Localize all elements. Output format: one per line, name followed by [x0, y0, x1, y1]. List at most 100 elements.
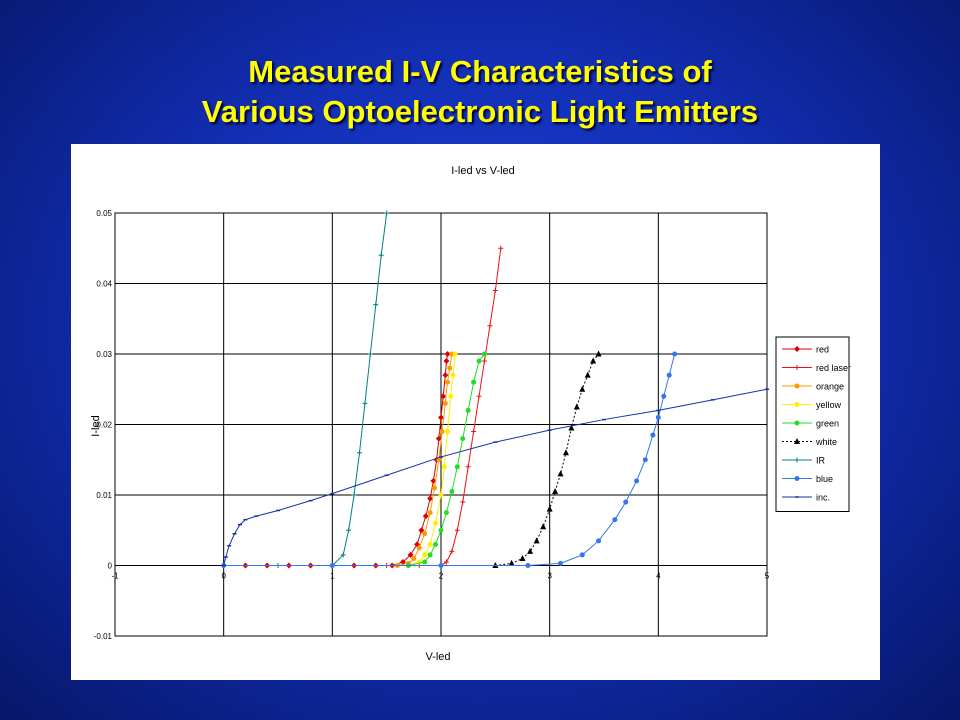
x-tick-label: 5 [765, 572, 770, 581]
data-point [445, 429, 451, 435]
slide-title-line-2: Various Optoelectronic Light Emitters [201, 94, 759, 129]
data-point [471, 379, 477, 385]
data-point [444, 351, 451, 357]
data-point [399, 558, 406, 565]
series-line [495, 353, 599, 566]
legend-entry: white [782, 437, 837, 447]
data-point [384, 210, 390, 216]
x-axis-label: V-led [425, 651, 450, 663]
data-point [655, 414, 661, 420]
data-point [340, 552, 346, 558]
data-point [584, 371, 591, 378]
data-point [596, 538, 602, 544]
data-point [449, 548, 455, 554]
legend-entry: green [782, 419, 839, 429]
data-point [454, 527, 460, 533]
data-point [407, 551, 414, 558]
data-point [568, 424, 575, 431]
slide-title: Measured I-V Characteristics of Various … [0, 52, 960, 132]
data-point [443, 358, 450, 365]
data-point [590, 357, 597, 364]
data-point [642, 457, 648, 463]
data-point [579, 552, 585, 558]
y-tick-label: 0.05 [96, 209, 112, 218]
data-point [527, 547, 534, 554]
legend-marker [794, 420, 800, 426]
data-point [442, 372, 449, 379]
legend-marker [794, 383, 800, 389]
data-point [450, 372, 456, 378]
slide-title-line-1: Measured I-V Characteristics of [248, 54, 712, 89]
legend-label: IR [816, 456, 826, 466]
legend-marker [794, 402, 800, 407]
y-tick-label: 0.02 [96, 421, 112, 430]
data-point [431, 485, 437, 491]
legend-marker [794, 476, 800, 481]
data-point [557, 470, 564, 477]
x-tick-label: 3 [547, 572, 552, 581]
data-point [460, 499, 466, 505]
data-point [595, 350, 602, 357]
data-point [460, 436, 466, 442]
legend-marker [794, 438, 800, 444]
data-point [487, 323, 493, 329]
data-point [439, 429, 445, 435]
legend-marker [794, 346, 800, 352]
data-point [508, 559, 515, 566]
data-point [634, 478, 640, 484]
data-point [452, 351, 458, 357]
data-point [525, 563, 531, 568]
data-point [476, 358, 482, 364]
data-point [481, 351, 487, 357]
series-green [405, 351, 487, 568]
legend-label: orange [816, 382, 844, 392]
data-point [440, 393, 447, 400]
x-tick-label: 0 [221, 572, 226, 581]
x-tick-label: 4 [656, 572, 661, 581]
data-point [661, 393, 667, 399]
y-tick-label: 0.01 [96, 491, 112, 500]
series-inc- [221, 388, 769, 567]
legend-label: white [815, 437, 837, 447]
data-point [438, 492, 444, 498]
legend-box [775, 336, 850, 512]
data-point [666, 372, 672, 378]
data-point [441, 464, 447, 470]
legend: red red laser orange yellow green white IR blue… [775, 336, 851, 512]
legend-entry: red laser [782, 363, 851, 373]
iv-chart: I-led vs V-led -0.01 0 0.01 0.02 0.03 0.04 0.0… [71, 144, 880, 680]
data-point [573, 403, 580, 410]
data-point [562, 449, 569, 456]
y-tick-label: 0 [108, 562, 113, 571]
legend-entry: blue [782, 474, 833, 484]
data-point [492, 288, 498, 294]
data-point [433, 541, 439, 547]
data-point [540, 523, 547, 530]
legend-entry: orange [782, 382, 844, 392]
data-point [650, 432, 656, 438]
data-point [422, 552, 428, 558]
y-tick-label: 0.04 [96, 280, 112, 289]
legend-entry: red [782, 345, 829, 355]
legend-entry: yellow [782, 400, 842, 410]
y-tick-label: 0.03 [96, 350, 112, 359]
legend-label: blue [816, 474, 833, 484]
data-point [411, 555, 417, 561]
x-tick-label: 2 [439, 572, 444, 581]
data-point [351, 492, 357, 498]
legend-label: inc. [816, 493, 830, 503]
data-point [443, 559, 449, 565]
data-point [471, 429, 477, 435]
chart-title: I-led vs V-led [451, 165, 515, 177]
chart-panel: I-led vs V-led -0.01 0 0.01 0.02 0.03 0.04 0.0… [71, 144, 880, 680]
legend-marker [794, 457, 800, 463]
data-point [672, 351, 678, 357]
data-point [546, 505, 553, 512]
data-point [438, 527, 444, 533]
data-point [481, 358, 487, 364]
data-point [465, 464, 471, 470]
series-blue [221, 351, 678, 568]
data-point [357, 450, 362, 456]
data-point [552, 487, 559, 494]
